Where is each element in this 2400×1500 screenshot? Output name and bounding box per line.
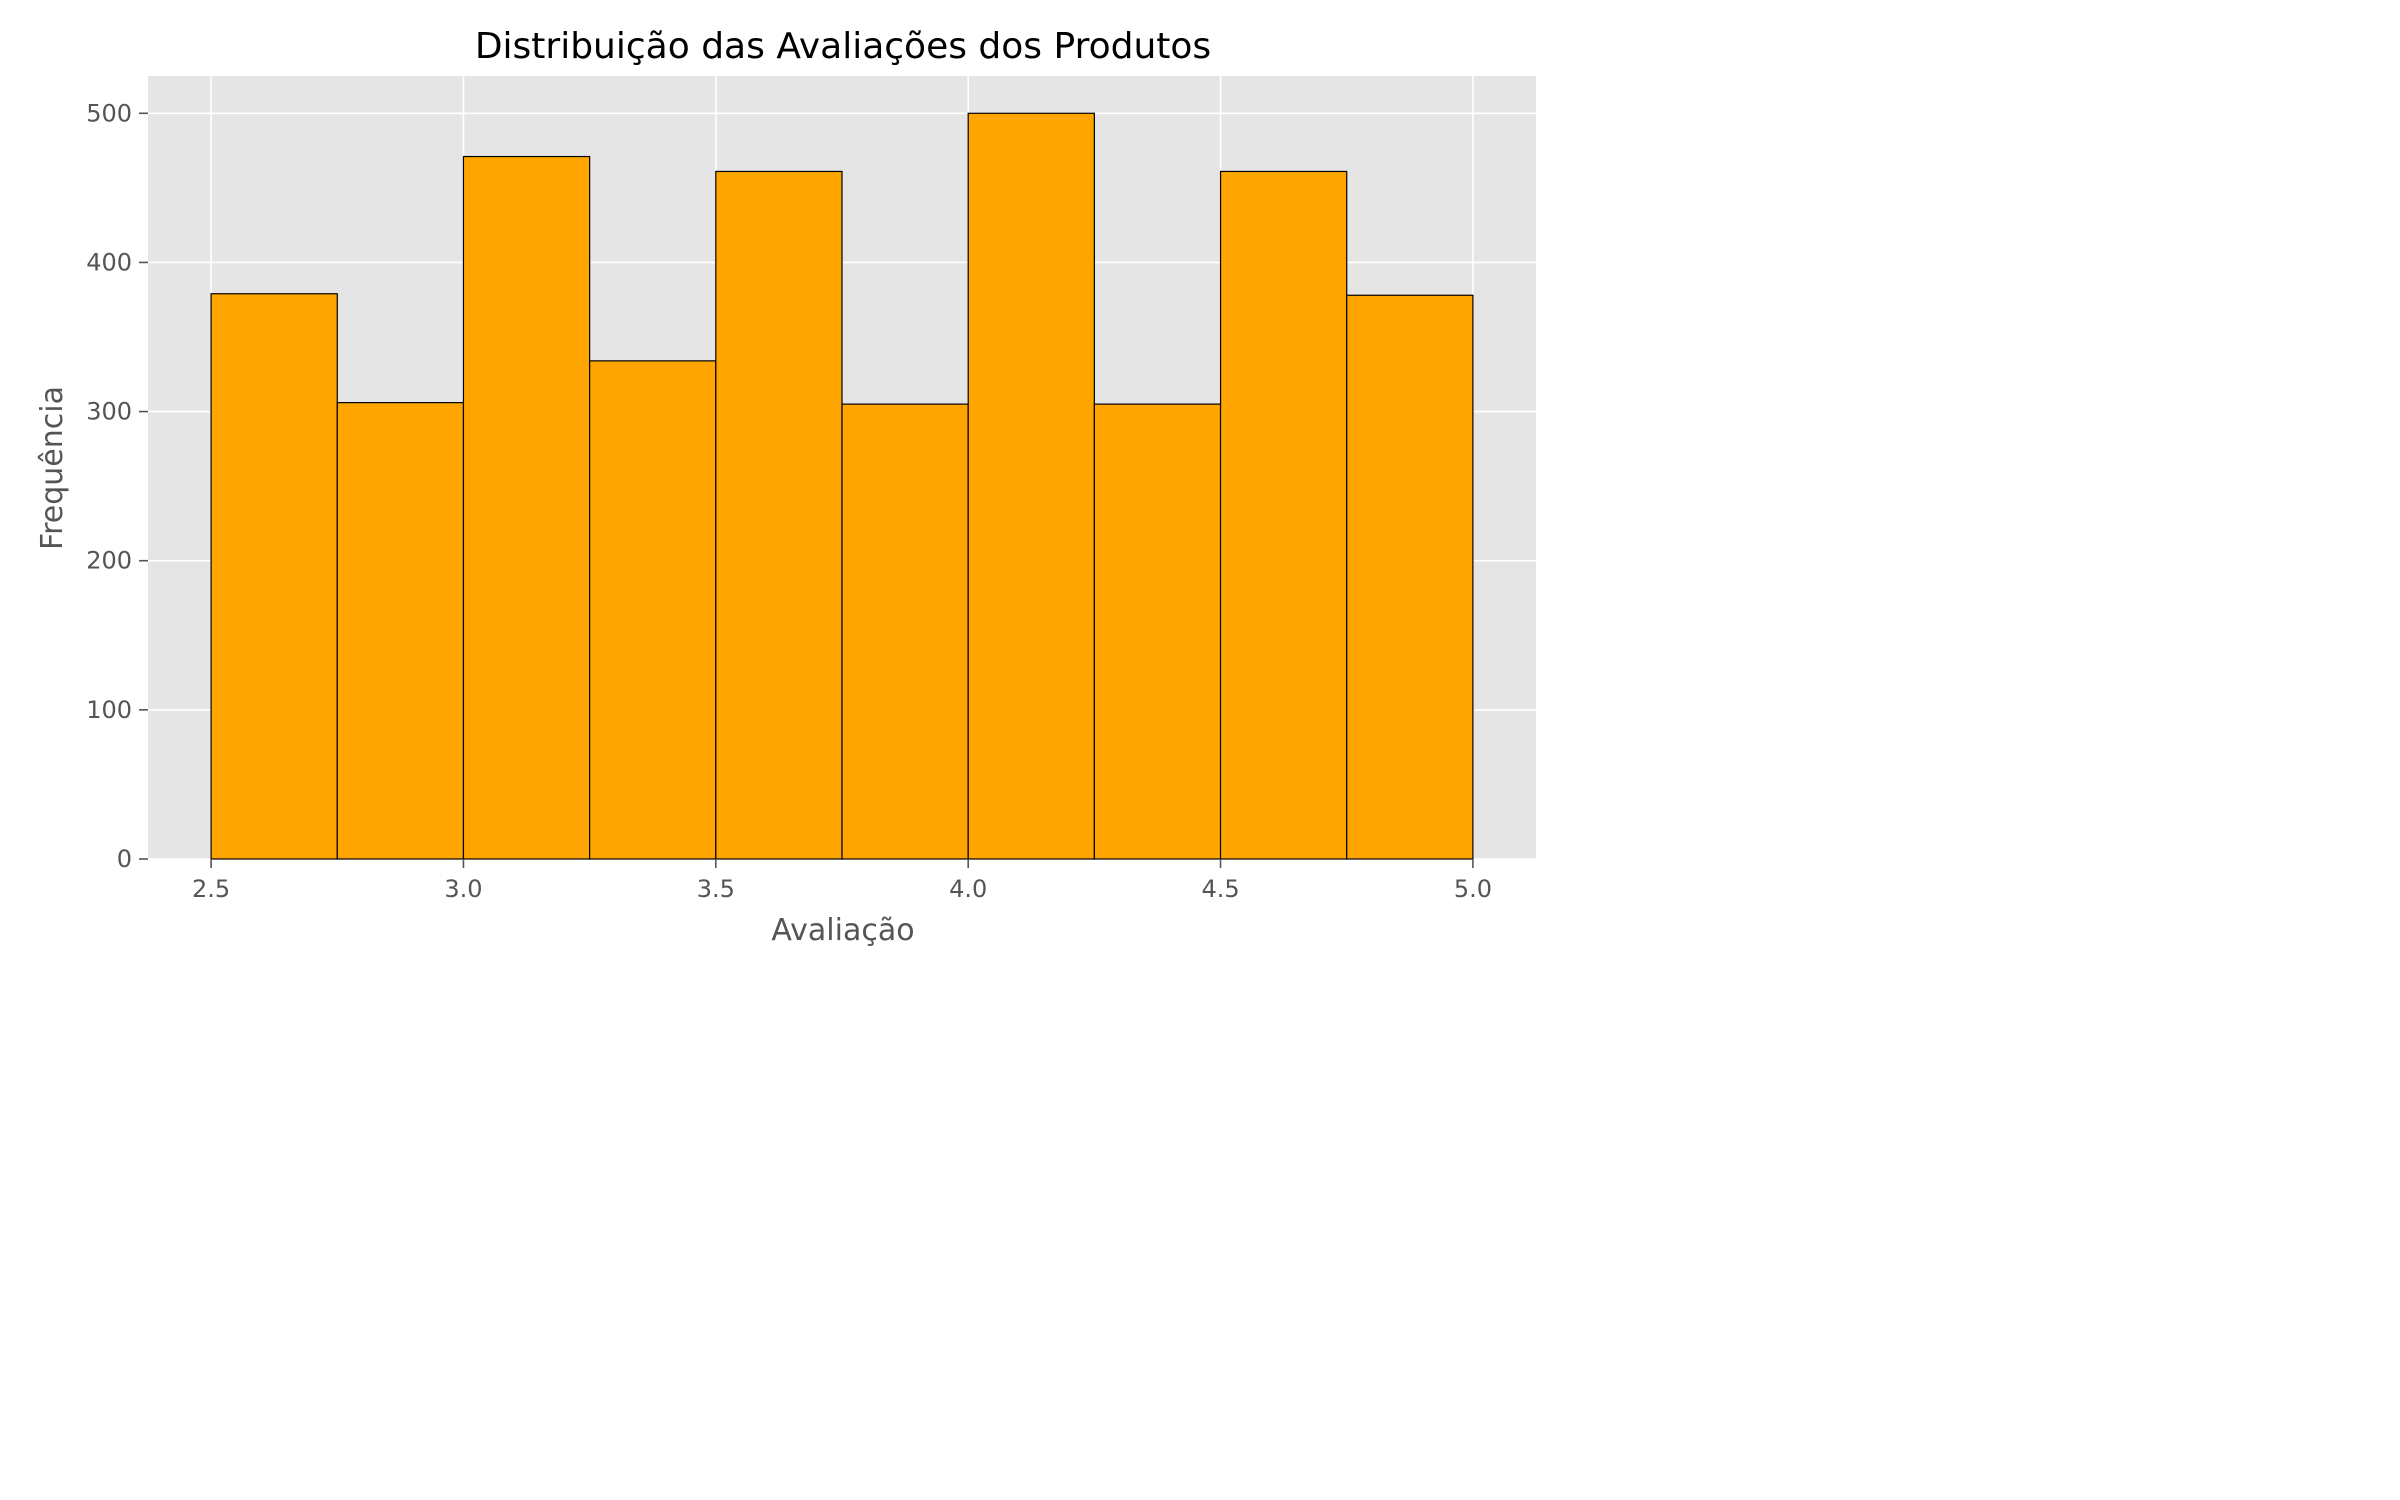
x-tick-label: 2.5: [192, 875, 230, 903]
histogram-bar: [1093, 403, 1222, 860]
x-tick-label: 3.0: [444, 875, 482, 903]
y-tick-label: 300: [86, 398, 132, 426]
x-tick-label: 4.5: [1201, 875, 1239, 903]
histogram-bar: [589, 360, 717, 860]
x-tick-label: 4.0: [949, 875, 987, 903]
x-tick-label: 5.0: [1454, 875, 1492, 903]
y-tick-label: 400: [86, 248, 132, 276]
y-axis-ticks: 0 100 200 300 400 500: [86, 99, 148, 873]
histogram-bar: [462, 155, 591, 860]
histogram-bar: [1219, 170, 1348, 860]
y-tick-label: 500: [86, 99, 132, 127]
histogram-bars: [210, 112, 1474, 860]
chart-title: Distribuição das Avaliações dos Produtos: [475, 26, 1211, 67]
y-tick-label: 200: [86, 547, 132, 575]
histogram-bar: [210, 293, 338, 860]
x-axis-label: Avaliação: [771, 913, 914, 948]
histogram-bar: [336, 402, 465, 860]
x-tick-label: 3.5: [697, 875, 735, 903]
histogram-bar: [715, 170, 843, 860]
y-tick-label: 0: [117, 845, 132, 873]
histogram-chart: 0 100 200 300 400 500 2.5 3.0 3.5 4.0 4.5 5.0 Dist…: [35, 26, 1536, 948]
y-tick-label: 100: [86, 696, 132, 724]
y-axis-label: Frequência: [35, 386, 70, 550]
x-axis-ticks: 2.5 3.0 3.5 4.0 4.5 5.0: [192, 859, 1492, 903]
histogram-bar: [1346, 294, 1474, 860]
histogram-bar: [967, 112, 1095, 860]
histogram-bar: [841, 403, 969, 860]
